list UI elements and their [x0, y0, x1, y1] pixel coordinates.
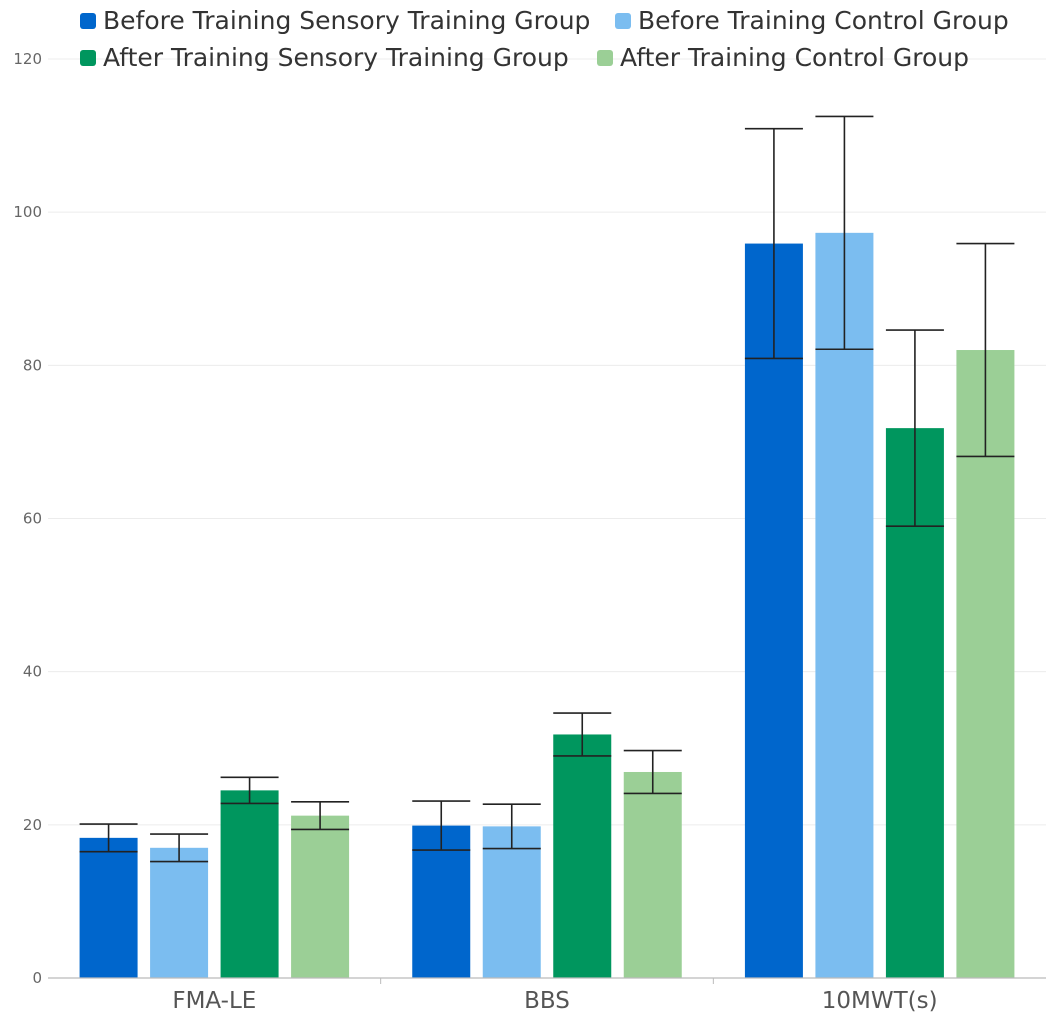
bar-fma-le-series-3	[220, 790, 279, 978]
x-category-label: 10MWT(s)	[822, 988, 938, 1014]
legend-label: Before Training Control Group	[638, 6, 1009, 35]
legend-item-3[interactable]: After Training Sensory Training Group	[80, 43, 569, 72]
error-bar	[553, 712, 612, 757]
bar-bbs-series-1	[412, 825, 471, 978]
legend-swatch	[597, 50, 613, 66]
error-bar	[291, 801, 350, 831]
x-category-label: FMA-LE	[172, 988, 256, 1014]
error-bar	[150, 833, 209, 863]
bar-bbs-series-3	[553, 734, 612, 978]
legend: Before Training Sensory Training Group Be…	[80, 6, 1009, 72]
error-bar	[815, 115, 874, 351]
legend-label: After Training Control Group	[620, 43, 969, 72]
grid-lines	[48, 58, 1046, 826]
y-tick-label: 80	[23, 356, 42, 374]
y-tick-label: 60	[23, 510, 42, 528]
legend-label: After Training Sensory Training Group	[103, 43, 569, 72]
legend-swatch	[80, 13, 96, 29]
y-tick-label: 40	[23, 663, 42, 681]
legend-swatch	[615, 13, 631, 29]
error-bar	[956, 242, 1015, 458]
y-tick-label: 100	[13, 203, 42, 221]
bar-10mwt-s--series-1	[744, 243, 803, 979]
error-bar	[412, 800, 471, 851]
error-bar	[744, 127, 803, 360]
x-axis: FMA-LE BBS 10MWT(s)	[48, 977, 1046, 1014]
error-bar	[79, 823, 138, 853]
error-bars	[79, 115, 1015, 863]
y-tick-label: 20	[23, 816, 42, 834]
legend-item-4[interactable]: After Training Control Group	[597, 43, 969, 72]
error-bar	[220, 776, 279, 805]
y-axis: 0 20 40 60 80 100 120	[13, 50, 42, 987]
error-bar	[482, 803, 541, 850]
bar-bbs-series-2	[482, 826, 541, 978]
bar-10mwt-s--series-2	[815, 232, 874, 978]
legend-item-1[interactable]: Before Training Sensory Training Group	[80, 6, 590, 35]
y-tick-label: 120	[13, 50, 42, 68]
legend-label: Before Training Sensory Training Group	[103, 6, 590, 35]
bar-fma-le-series-1	[79, 837, 138, 978]
bars	[79, 232, 1015, 979]
x-category-label: BBS	[524, 988, 570, 1014]
y-tick-label: 0	[32, 969, 42, 987]
legend-swatch	[80, 50, 96, 66]
bar-bbs-series-4	[623, 771, 682, 978]
error-bar	[885, 329, 944, 527]
bar-fma-le-series-4	[291, 815, 350, 978]
legend-item-2[interactable]: Before Training Control Group	[615, 6, 1009, 35]
bar-fma-le-series-2	[150, 847, 209, 978]
error-bar	[623, 749, 682, 795]
